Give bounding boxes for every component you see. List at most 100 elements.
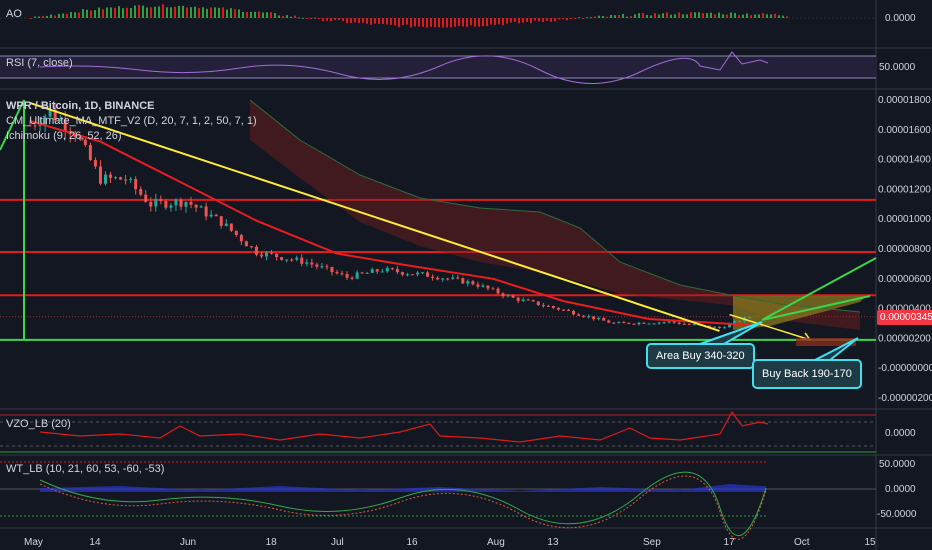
ao-bar [678, 12, 680, 18]
ao-bar [342, 18, 344, 22]
candle-body [551, 306, 555, 308]
candle-body [53, 109, 57, 121]
candle-body [28, 125, 32, 127]
ao-bar [114, 7, 116, 18]
wt-pane [0, 461, 876, 540]
price-tick-label: 0.00000200 [878, 333, 931, 344]
candle-body [426, 272, 430, 277]
candle-body [315, 264, 319, 267]
candle-body [637, 322, 641, 325]
ao-bar [358, 18, 360, 24]
ao-bar [194, 6, 196, 18]
candle-body [58, 119, 62, 121]
candle-body [546, 305, 550, 307]
candle-body [561, 309, 565, 311]
candle-body [687, 323, 691, 325]
ao-bar [306, 18, 308, 19]
candle-body [254, 246, 258, 255]
ao-bar [662, 13, 664, 18]
ao-bar [574, 18, 576, 19]
ao-bar [370, 18, 372, 25]
candle-body [265, 252, 269, 257]
ao-bar [102, 9, 104, 18]
ao-bar [298, 17, 300, 19]
buy-back-callout[interactable]: Buy Back 190-170 [752, 359, 862, 389]
ao-bar [474, 18, 476, 27]
candle-body [149, 201, 153, 207]
candle-body [622, 322, 626, 324]
ao-bar [278, 15, 280, 18]
wt-axis-tick-top: 50.0000 [879, 459, 916, 470]
candle-body [300, 257, 304, 264]
candle-body [733, 321, 737, 324]
ao-bar [70, 12, 72, 18]
ao-bar [162, 4, 164, 19]
ao-bar [226, 9, 228, 18]
ao-bar [254, 11, 256, 18]
ao-bar [374, 18, 376, 24]
ao-bar [50, 14, 52, 18]
ao-bar [606, 16, 608, 18]
ao-bar [610, 15, 612, 18]
ao-bar [502, 18, 504, 26]
candle-body [612, 322, 616, 324]
ao-bar [174, 6, 176, 18]
ao-bar [514, 18, 516, 22]
wt-axis-tick-mid: 0.0000 [885, 484, 916, 495]
candle-body [325, 266, 329, 268]
candle-body [360, 272, 364, 274]
ao-bar [442, 18, 444, 28]
ichimoku-label: Ichimoku (9, 26, 52, 26) [6, 130, 122, 142]
ao-bar [214, 7, 216, 19]
ao-bar [654, 13, 656, 18]
candle-body [627, 322, 631, 324]
candle-body [431, 276, 435, 278]
ao-bar [302, 17, 304, 19]
price-tick-label: -0.00000200 [878, 393, 932, 404]
ao-bar [498, 18, 500, 25]
ao-bar [586, 17, 588, 19]
ao-bar [562, 18, 564, 20]
candle-body [456, 277, 460, 279]
candle-body [38, 124, 42, 126]
ao-bar [430, 18, 432, 27]
ao-bar [594, 16, 596, 18]
candle-body [88, 144, 92, 160]
candle-body [436, 277, 440, 280]
candle-body [199, 206, 203, 208]
ao-bar [758, 14, 760, 18]
ao-bar [326, 18, 328, 21]
ao-bar [106, 7, 108, 18]
candle-body [682, 323, 686, 325]
ao-bar [366, 18, 368, 24]
rsi-band [0, 51, 876, 84]
ao-bar [578, 17, 580, 19]
ao-bar [322, 18, 324, 22]
area-buy-callout[interactable]: Area Buy 340-320 [646, 343, 755, 369]
ao-bar [350, 18, 352, 24]
candle-body [355, 272, 359, 279]
ao-bar [222, 7, 224, 19]
ao-bar [362, 18, 364, 23]
candle-body [249, 246, 253, 248]
ao-bar [170, 7, 172, 18]
ao-bar [674, 14, 676, 18]
candle-body [33, 125, 37, 127]
candle-body [164, 201, 168, 208]
ao-bar [762, 13, 764, 18]
ao-bar [38, 16, 40, 18]
candle-body [385, 268, 389, 272]
candle-body [652, 323, 656, 325]
price-tick-label: 0.00001400 [878, 155, 931, 166]
candle-body [501, 293, 505, 297]
candle-body [340, 273, 344, 275]
price-tick-label: 0.00001600 [878, 125, 931, 136]
ao-bar [646, 14, 648, 18]
buy-back-zone [796, 338, 856, 346]
candle-body [139, 189, 143, 195]
ao-axis-value: 0.0000 [885, 13, 916, 24]
ao-bar [406, 18, 408, 25]
candle-body [154, 199, 158, 207]
